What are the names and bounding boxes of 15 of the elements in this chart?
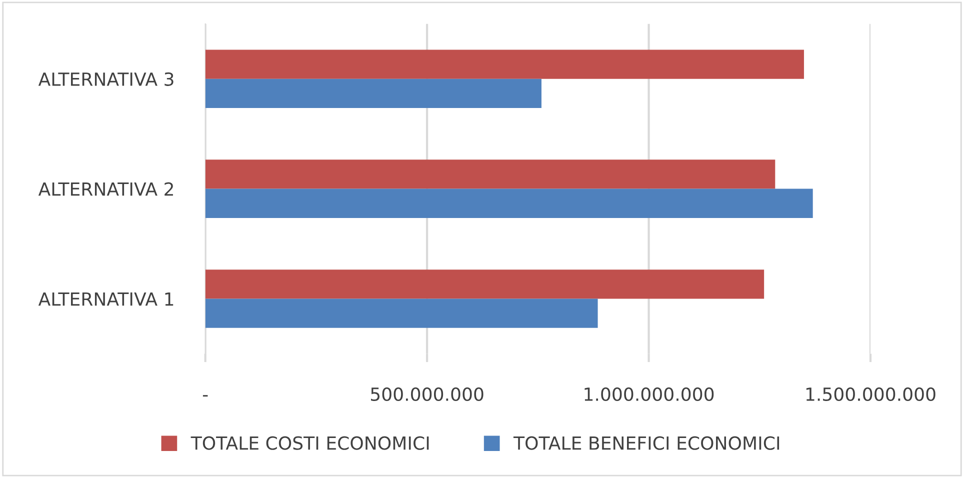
bar — [205, 160, 776, 189]
bar — [205, 298, 598, 328]
legend-label: TOTALE COSTI ECONOMICI — [190, 436, 429, 450]
bar — [205, 50, 804, 79]
y-tick-label: ALTERNATIVA 2 — [38, 182, 173, 196]
x-tick-label: - — [202, 395, 208, 397]
bar — [205, 78, 542, 108]
legend-label: TOTALE BENEFICI ECONOMICI — [513, 436, 780, 450]
y-tick-label: ALTERNATIVA 1 — [38, 292, 174, 306]
y-tick-label: ALTERNATIVA 3 — [38, 72, 174, 86]
x-tick-label: 1.000.000.000 — [584, 387, 714, 402]
x-tick-label: 500.000.000 — [371, 387, 484, 402]
bar — [205, 188, 813, 218]
x-tick-label: 1.500.000.000 — [806, 387, 936, 402]
bar — [205, 270, 764, 299]
